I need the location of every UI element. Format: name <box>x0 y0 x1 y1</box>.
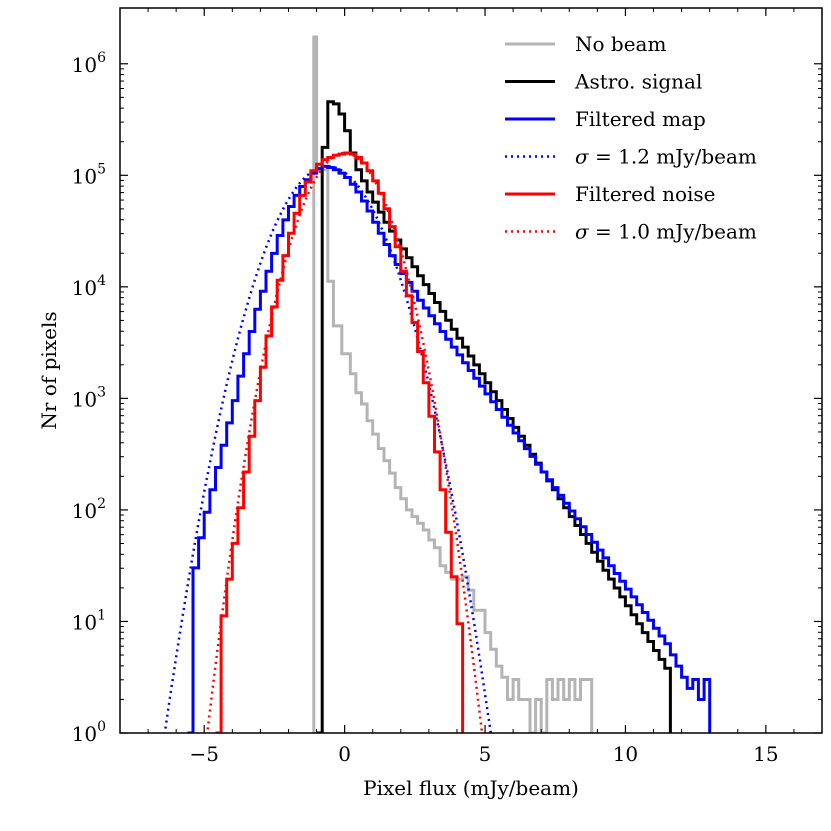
series-layer <box>163 35 712 733</box>
legend-item: No beam <box>505 32 666 56</box>
y-tick-label: 106 <box>72 50 106 77</box>
y-tick-label: 104 <box>72 273 106 300</box>
series-filtered-map-line <box>187 164 712 733</box>
x-axis-label: Pixel flux (mJy/beam) <box>363 776 579 800</box>
y-tick-label: 103 <box>72 384 106 411</box>
y-tick-label: 102 <box>72 496 106 523</box>
y-tick-label: 100 <box>72 719 106 746</box>
plot-frame <box>119 7 823 734</box>
legend-label: Filtered noise <box>575 182 716 206</box>
x-tick-label: −5 <box>189 742 218 766</box>
legend-label: No beam <box>575 32 666 56</box>
legend: No beam Astro. signal Filtered map σ = 1.2 … <box>505 32 757 244</box>
x-tick-label: 15 <box>753 742 778 766</box>
legend-label: σ = 1.2 mJy/beam <box>575 145 757 169</box>
legend-item: Filtered noise <box>505 182 716 206</box>
series-no-beam-line <box>312 35 594 733</box>
x-tick-label: 10 <box>613 742 638 766</box>
series--1-0-mjy-beam-line <box>205 151 484 733</box>
series-astro-signal-line <box>316 100 672 733</box>
x-tick-label: 5 <box>479 742 492 766</box>
legend-item: Astro. signal <box>505 70 702 94</box>
legend-label: σ = 1.0 mJy/beam <box>575 220 757 244</box>
legend-item: σ = 1.0 mJy/beam <box>505 220 757 244</box>
ticks-layer: −5 0 5 10 15 100 101 102 103 104 105 106 <box>72 8 823 766</box>
legend-item: σ = 1.2 mJy/beam <box>505 145 757 169</box>
y-axis-label: Nr of pixels <box>37 311 61 429</box>
legend-item: Filtered map <box>505 107 706 131</box>
x-tick-label: 0 <box>338 742 351 766</box>
y-tick-label: 105 <box>72 161 106 188</box>
y-tick-label: 101 <box>72 607 106 634</box>
series-filtered-noise-line <box>215 151 465 733</box>
legend-label: Astro. signal <box>574 70 702 94</box>
legend-label: Filtered map <box>575 107 706 131</box>
